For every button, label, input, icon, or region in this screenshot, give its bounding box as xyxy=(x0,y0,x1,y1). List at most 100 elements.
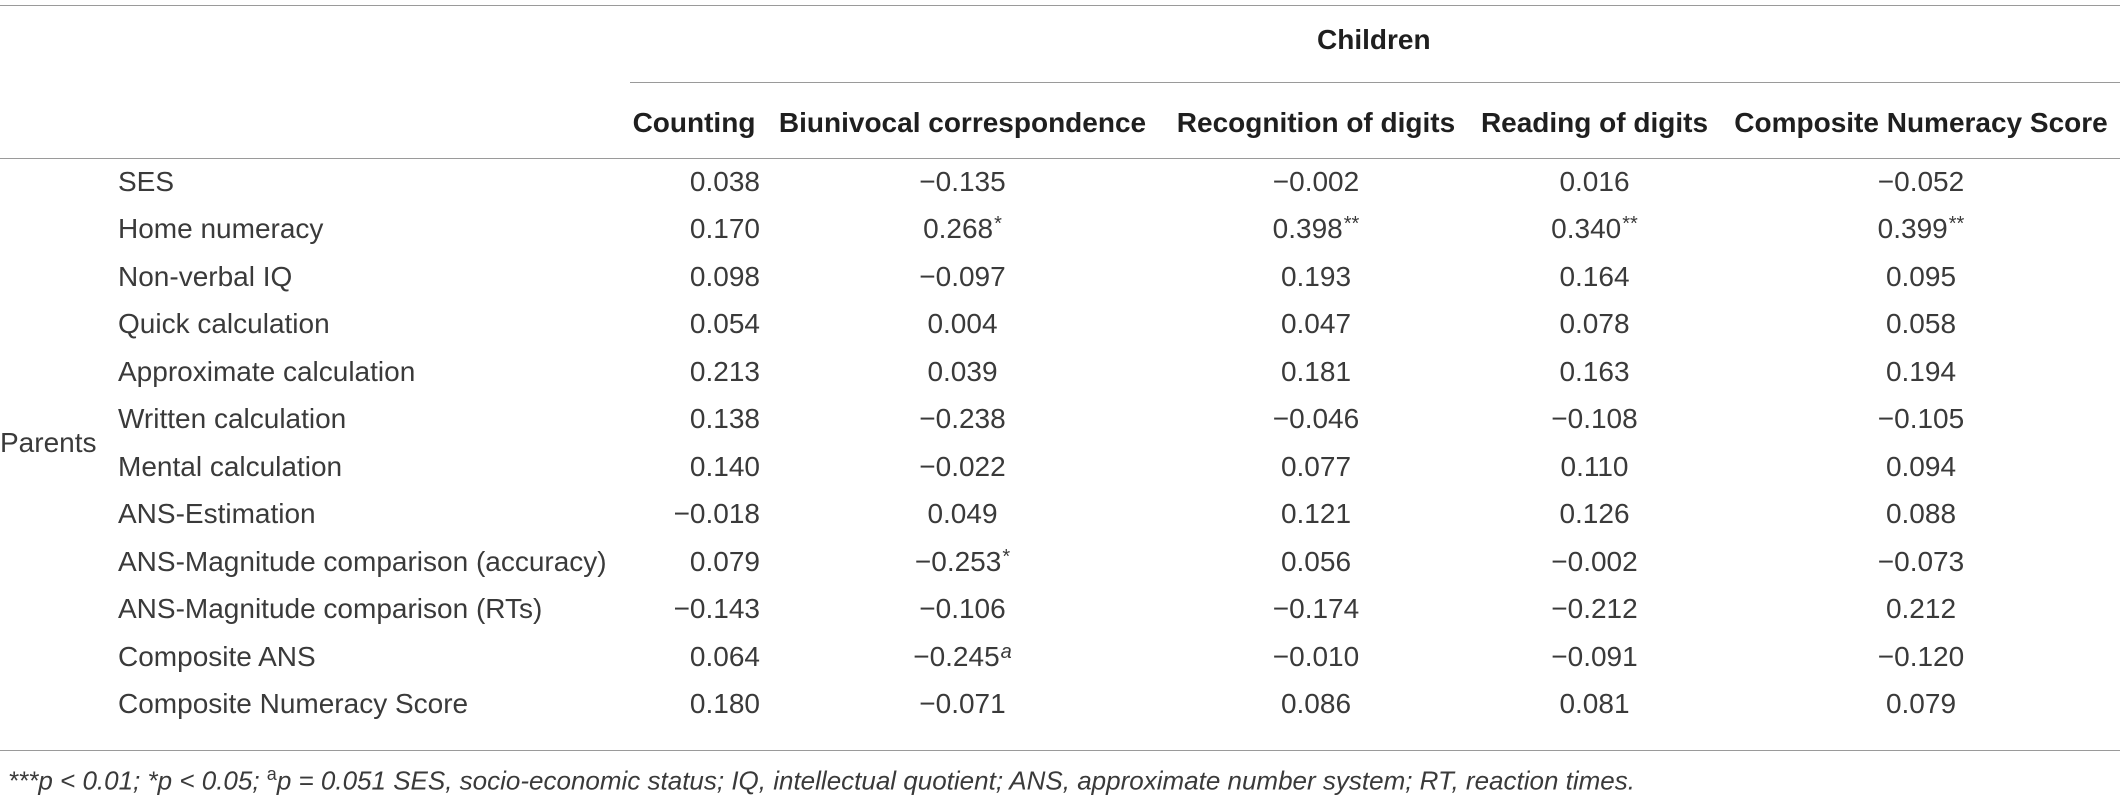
cell-value: 0.163 xyxy=(1559,355,1630,387)
cell-composite: 0.079 xyxy=(1722,681,2120,729)
cell-counting: −0.018 xyxy=(628,491,760,539)
cell-composite: 0.058 xyxy=(1722,301,2120,349)
cell-counting: 0.180 xyxy=(628,681,760,729)
correlation-table: Counting Biunivocal correspondence Recog… xyxy=(0,100,2120,728)
cell-value: 0.340 xyxy=(1551,213,1622,245)
significance-mark: a xyxy=(1000,640,1012,663)
cell-reading: 0.016 xyxy=(1467,146,1722,206)
row-label: Written calculation xyxy=(118,403,347,435)
cell-counting: −0.143 xyxy=(628,586,760,634)
cell-composite: 0.212 xyxy=(1722,586,2120,634)
row-label: Composite ANS xyxy=(118,640,316,672)
table-footnote: ***p < 0.01; *p < 0.05; ap = 0.051 SES, … xyxy=(8,764,1635,797)
significance-mark: * xyxy=(1002,545,1011,568)
cell-recognition: 0.077 xyxy=(1165,443,1467,491)
cell-value: −0.108 xyxy=(1551,403,1638,435)
cell-recognition: 0.181 xyxy=(1165,348,1467,396)
column-group-header: Children xyxy=(1317,24,1431,55)
significance-mark: ** xyxy=(1343,213,1360,236)
cell-value: 0.004 xyxy=(927,308,998,340)
cell-value: −0.022 xyxy=(919,450,1006,482)
cell-value: 0.081 xyxy=(1559,688,1630,720)
footnote-sig-high-text: p < 0.01; xyxy=(38,765,148,796)
cell-value: 0.079 xyxy=(689,545,760,577)
cell-composite: −0.073 xyxy=(1722,538,2120,586)
table-row: ANS-Magnitude comparison (accuracy) 0.079… xyxy=(0,538,2120,586)
cell-reading: 0.164 xyxy=(1467,253,1722,301)
row-label: ANS-Magnitude comparison (accuracy) xyxy=(118,545,607,577)
table-row: Approximate calculation 0.213 0.039 0.181 0.… xyxy=(0,348,2120,396)
table-row: Non-verbal IQ 0.098 −0.097 0.193 0.164 0.095 xyxy=(0,253,2120,301)
cell-value: 0.056 xyxy=(1280,545,1352,577)
cell-reading: −0.212 xyxy=(1467,586,1722,634)
cell-value: −0.002 xyxy=(1272,165,1360,197)
cell-counting: 0.098 xyxy=(628,253,760,301)
cell-counting: 0.054 xyxy=(628,301,760,349)
column-header-composite: Composite Numeracy Score xyxy=(1734,107,2108,138)
cell-composite: 0.094 xyxy=(1722,443,2120,491)
cell-value: −0.120 xyxy=(1877,640,1965,672)
cell-value: 0.047 xyxy=(1280,308,1352,340)
cell-counting: 0.064 xyxy=(628,633,760,681)
cell-reading: −0.108 xyxy=(1467,396,1722,444)
cell-value: 0.399 xyxy=(1877,213,1948,245)
table-row: Home numeracy 0.170 0.268* 0.398** 0.340** 0.… xyxy=(0,206,2120,254)
cell-recognition: −0.010 xyxy=(1165,633,1467,681)
header-spacer xyxy=(0,100,118,146)
cell-composite: −0.052 xyxy=(1722,146,2120,206)
cell-reading: 0.126 xyxy=(1467,491,1722,539)
cell-value: 0.077 xyxy=(1280,450,1352,482)
significance-mark: ** xyxy=(1622,213,1638,236)
cell-counting: 0.140 xyxy=(628,443,760,491)
cell-biunivocal: −0.253* xyxy=(760,538,1165,586)
cell-value: −0.105 xyxy=(1877,403,1965,435)
cell-value: −0.238 xyxy=(919,403,1006,435)
cell-value: 0.049 xyxy=(927,498,998,530)
cell-value: −0.071 xyxy=(919,688,1006,720)
significance-mark: * xyxy=(994,213,1002,236)
cell-biunivocal: 0.039 xyxy=(760,348,1165,396)
cell-value: 0.088 xyxy=(1885,498,1957,530)
cell-value: 0.138 xyxy=(689,403,760,435)
cell-biunivocal: −0.071 xyxy=(760,681,1165,729)
footnote-sig-a-text: p = 0.051 SES, socio-economic status; IQ… xyxy=(276,765,1635,796)
cell-recognition: −0.002 xyxy=(1165,146,1467,206)
footnote-sig-low-text: p < 0.05; xyxy=(157,765,267,796)
table-top-rule xyxy=(0,5,2120,6)
cell-biunivocal: −0.135 xyxy=(760,146,1165,206)
table-row: Written calculation 0.138 −0.238 −0.046 −0.1… xyxy=(0,396,2120,444)
cell-value: 0.268 xyxy=(923,213,994,245)
table-bottom-rule xyxy=(0,750,2120,751)
cell-composite: 0.095 xyxy=(1722,253,2120,301)
cell-recognition: 0.056 xyxy=(1165,538,1467,586)
cell-value: −0.052 xyxy=(1877,165,1965,197)
cell-recognition: −0.046 xyxy=(1165,396,1467,444)
row-label: Home numeracy xyxy=(118,213,324,245)
cell-counting: 0.170 xyxy=(628,206,760,254)
table-row: Composite Numeracy Score 0.180 −0.071 0.086… xyxy=(0,681,2120,729)
cell-value: 0.038 xyxy=(689,165,760,197)
cell-value: 0.213 xyxy=(689,355,760,387)
cell-value: −0.212 xyxy=(1551,593,1638,625)
cell-reading: −0.002 xyxy=(1467,538,1722,586)
cell-value: 0.140 xyxy=(689,450,760,482)
row-label: ANS-Magnitude comparison (RTs) xyxy=(118,593,543,625)
cell-biunivocal: −0.238 xyxy=(760,396,1165,444)
row-group-label: Parents xyxy=(0,427,97,458)
cell-value: 0.170 xyxy=(689,213,760,245)
cell-recognition: 0.398** xyxy=(1165,206,1467,254)
table-body: Parents SES 0.038 −0.135 −0.002 0.016 −0.052 Ho… xyxy=(0,146,2120,728)
cell-value: 0.058 xyxy=(1885,308,1957,340)
cell-value: 0.095 xyxy=(1885,260,1957,292)
cell-counting: 0.079 xyxy=(628,538,760,586)
cell-recognition: −0.174 xyxy=(1165,586,1467,634)
table-row: Parents SES 0.038 −0.135 −0.002 0.016 −0.052 xyxy=(0,146,2120,458)
cell-value: −0.174 xyxy=(1272,593,1360,625)
row-label: Mental calculation xyxy=(118,450,343,482)
cell-value: 0.064 xyxy=(689,640,760,672)
cell-composite: −0.120 xyxy=(1722,633,2120,681)
cell-value: −0.010 xyxy=(1272,640,1360,672)
cell-biunivocal: −0.245a xyxy=(760,633,1165,681)
cell-value: 0.181 xyxy=(1280,355,1352,387)
cell-composite: 0.088 xyxy=(1722,491,2120,539)
